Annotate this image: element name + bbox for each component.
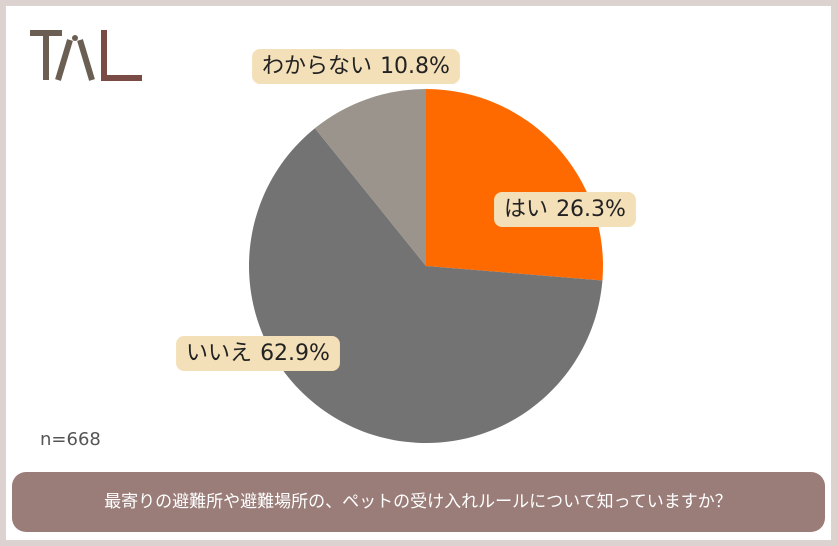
category-label: わからない	[262, 54, 372, 79]
label-text: いいえ 62.9%	[186, 341, 330, 366]
category-label: はい	[504, 197, 548, 222]
label-box	[494, 192, 636, 227]
question-banner	[12, 472, 825, 532]
chart-title: 最寄りの避難所や避難場所の、ペットの受け入れルールについて知っていますか？	[104, 492, 732, 512]
value-label: 62.9%	[260, 341, 330, 366]
data-label: わからない 10.8%	[252, 49, 460, 84]
label-text: はい 26.3%	[504, 197, 626, 222]
sample-size: n=668	[40, 429, 101, 450]
labels: はい 26.3% いいえ 62.9% わからない 10.8%	[176, 49, 636, 371]
data-label: はい 26.3%	[494, 192, 636, 227]
logo	[30, 30, 142, 81]
label-box	[252, 49, 460, 84]
value-label: 26.3%	[556, 197, 626, 222]
pie	[248, 89, 603, 444]
label-box	[176, 336, 340, 371]
category-label: いいえ	[186, 341, 252, 366]
data-label: いいえ 62.9%	[176, 336, 340, 371]
pie-slice	[426, 89, 603, 281]
value-label: 10.8%	[380, 54, 450, 79]
pie-slice	[314, 89, 426, 266]
label-text: わからない 10.8%	[262, 54, 450, 79]
